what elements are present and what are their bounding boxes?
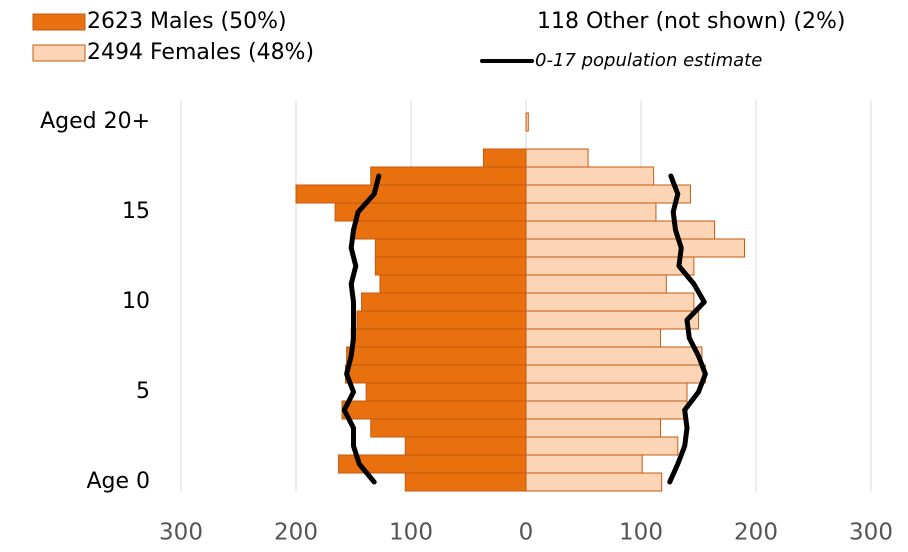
x-tick-label: 200	[734, 520, 778, 546]
legend-swatch	[32, 44, 86, 62]
bar	[350, 328, 527, 348]
bar	[525, 166, 655, 186]
bar	[525, 310, 699, 330]
bar	[525, 112, 529, 132]
bar	[525, 148, 589, 168]
bar	[353, 220, 527, 240]
legend-label: 0-17 population estimate	[535, 50, 762, 71]
legend-label: 2494 Females (48%)	[87, 40, 314, 65]
bar	[370, 418, 527, 438]
bar	[356, 310, 527, 330]
y-tick-label: 5	[136, 379, 150, 404]
bar	[525, 328, 662, 348]
x-tick-label: 200	[274, 520, 318, 546]
bar	[404, 472, 527, 492]
y-tick-label: Aged 20+	[40, 109, 150, 134]
legend-swatch	[32, 13, 86, 31]
bar	[361, 292, 527, 312]
bar	[370, 166, 527, 186]
bar	[295, 184, 527, 204]
x-tick-label: 0	[519, 520, 534, 546]
bar	[525, 274, 667, 294]
y-tick-label: Age 0	[86, 469, 150, 494]
bar	[344, 364, 527, 384]
x-tick-label: 300	[159, 520, 203, 546]
legend-label: 2623 Males (50%)	[87, 9, 287, 34]
bar	[525, 382, 688, 402]
x-tick-label: 100	[619, 520, 663, 546]
estimate-line	[341, 173, 382, 485]
y-tick-label: 10	[122, 289, 150, 314]
bar	[374, 256, 527, 276]
estimate-line	[667, 173, 708, 485]
bar	[525, 184, 691, 204]
bar	[525, 220, 716, 240]
bar	[525, 454, 643, 474]
bar	[404, 436, 527, 456]
bar	[365, 382, 527, 402]
bar	[525, 400, 688, 420]
bar	[379, 274, 527, 294]
bar	[374, 238, 527, 258]
other-note: 118 Other (not shown) (2%)	[537, 9, 846, 34]
bar	[341, 400, 527, 420]
bar	[525, 346, 703, 366]
bar	[525, 472, 663, 492]
bar	[482, 148, 527, 168]
x-tick-label: 300	[849, 520, 893, 546]
bar	[525, 238, 745, 258]
bar	[525, 418, 662, 438]
bar	[346, 346, 527, 366]
y-tick-label: 15	[122, 199, 150, 224]
bar	[525, 256, 695, 276]
x-tick-label: 100	[389, 520, 433, 546]
bar	[525, 292, 695, 312]
bar	[525, 436, 679, 456]
bar	[525, 202, 657, 222]
bar	[525, 364, 706, 384]
